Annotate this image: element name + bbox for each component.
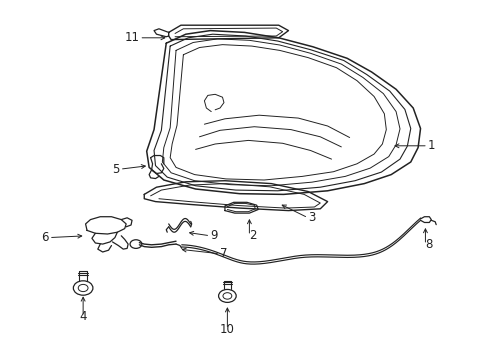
Text: 11: 11 [124,31,139,44]
Text: 9: 9 [210,229,217,242]
Text: 8: 8 [425,238,432,251]
Text: 10: 10 [220,323,234,336]
Text: 3: 3 [307,211,315,224]
Text: 6: 6 [41,231,49,244]
Text: 7: 7 [220,247,227,260]
Text: 2: 2 [249,229,256,242]
Text: 4: 4 [79,310,87,323]
Text: 5: 5 [112,163,120,176]
Text: 1: 1 [427,139,434,152]
